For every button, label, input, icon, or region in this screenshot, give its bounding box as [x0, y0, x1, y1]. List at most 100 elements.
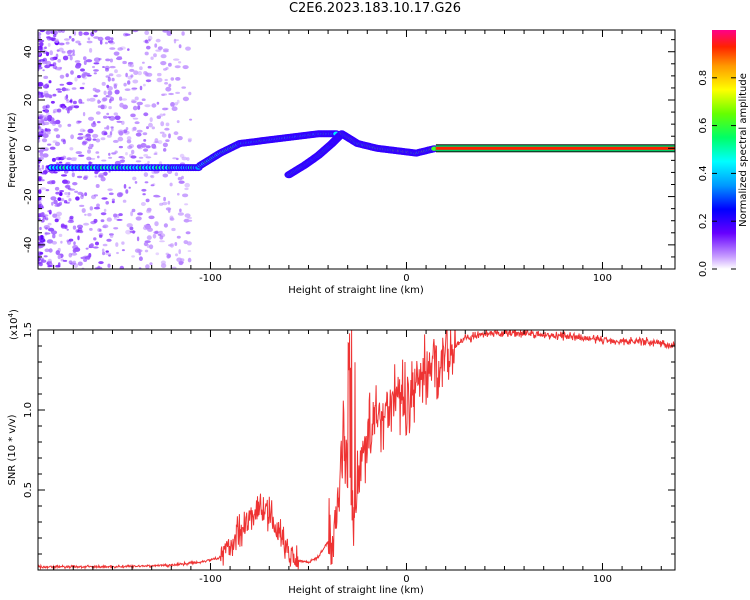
noise-point — [175, 91, 181, 94]
snr-x-axis-label: Height of straight line (km) — [288, 585, 424, 596]
chart-title: C2E6.2023.183.10.17.G26 — [288, 1, 462, 16]
noise-point — [51, 241, 58, 245]
noise-point — [157, 72, 162, 77]
noise-point — [148, 122, 153, 128]
noise-point — [135, 216, 142, 221]
noise-point — [137, 105, 141, 110]
noise-point — [164, 82, 169, 85]
noise-point — [46, 131, 51, 135]
noise-point — [60, 198, 65, 202]
noise-point — [75, 196, 80, 201]
noise-point — [38, 235, 41, 241]
noise-point — [94, 170, 99, 174]
noise-point — [87, 213, 92, 217]
noise-point — [182, 96, 189, 102]
noise-point — [57, 108, 62, 113]
noise-point — [38, 196, 42, 201]
noise-point — [93, 72, 97, 75]
noise-point — [105, 95, 110, 98]
noise-point — [100, 104, 105, 110]
noise-point — [53, 199, 58, 205]
noise-point — [169, 243, 174, 248]
noise-point — [170, 77, 175, 81]
noise-point — [49, 50, 53, 56]
noise-point — [47, 42, 51, 47]
noise-point — [173, 38, 177, 44]
noise-point — [97, 121, 101, 124]
noise-point — [95, 138, 101, 143]
noise-point — [164, 127, 170, 131]
noise-point — [67, 192, 71, 196]
noise-point — [64, 224, 68, 230]
noise-point — [157, 140, 163, 145]
noise-point — [97, 265, 101, 269]
noise-point — [146, 244, 150, 248]
noise-point — [151, 170, 157, 175]
noise-point — [77, 235, 80, 241]
x-tick-label: -100 — [199, 273, 222, 284]
y-tick-label: 40 — [23, 45, 34, 58]
noise-point — [170, 102, 175, 107]
noise-point — [41, 138, 48, 143]
noise-point — [82, 112, 86, 117]
colorbar: 0.0 0.2 0.4 0.6 0.8 Normalized spectral ampl… — [698, 30, 749, 277]
noise-point — [43, 116, 47, 120]
noise-point — [67, 49, 74, 53]
noise-point — [99, 40, 103, 45]
noise-point — [164, 78, 168, 82]
spectrogram-x-ticks: -100 0 100 — [53, 30, 662, 284]
noise-point — [147, 35, 153, 41]
noise-point — [57, 90, 62, 93]
noise-point — [163, 148, 167, 152]
noise-point — [96, 203, 100, 208]
noise-point — [119, 159, 125, 164]
noise-point — [100, 219, 105, 223]
noise-point — [135, 132, 142, 137]
noise-point — [97, 36, 104, 42]
noise-point — [137, 144, 144, 150]
noise-point — [65, 41, 70, 45]
noise-point — [42, 133, 49, 138]
snr-y-ticks: 0.5 1.0 1.5 — [23, 322, 675, 555]
noise-point — [108, 73, 114, 77]
noise-point — [58, 233, 63, 237]
noise-point — [188, 139, 192, 143]
noise-point — [72, 225, 77, 230]
noise-point — [102, 66, 105, 68]
noise-point — [184, 187, 189, 191]
noise-point — [159, 113, 164, 117]
noise-point — [50, 230, 58, 235]
noise-point — [163, 68, 167, 71]
noise-point — [46, 239, 54, 244]
noise-point — [57, 30, 63, 33]
noise-point — [184, 213, 191, 218]
noise-point — [87, 149, 91, 154]
noise-point — [43, 109, 50, 113]
noise-point — [56, 49, 60, 52]
noise-point — [43, 75, 49, 79]
spectrogram-y-axis-label: Frequency (Hz) — [7, 112, 18, 188]
noise-point — [145, 79, 152, 83]
noise-point — [157, 46, 163, 50]
noise-point — [108, 156, 113, 159]
noise-point — [52, 111, 56, 114]
noise-point — [143, 148, 149, 152]
noise-point — [78, 154, 85, 157]
noise-point — [105, 68, 109, 72]
noise-point — [42, 109, 45, 112]
noise-point — [38, 36, 41, 40]
noise-point — [144, 240, 151, 244]
noise-point — [107, 40, 114, 44]
noise-point — [97, 99, 101, 104]
noise-point — [71, 87, 77, 90]
noise-point — [58, 47, 64, 52]
noise-point — [107, 188, 113, 191]
noise-point — [134, 181, 138, 184]
noise-point — [57, 262, 61, 268]
noise-point — [144, 249, 149, 253]
y-tick-label: 1.0 — [23, 402, 34, 418]
noise-point — [55, 191, 60, 195]
noise-point — [100, 176, 106, 182]
noise-point — [86, 74, 92, 77]
noise-point — [60, 138, 66, 142]
